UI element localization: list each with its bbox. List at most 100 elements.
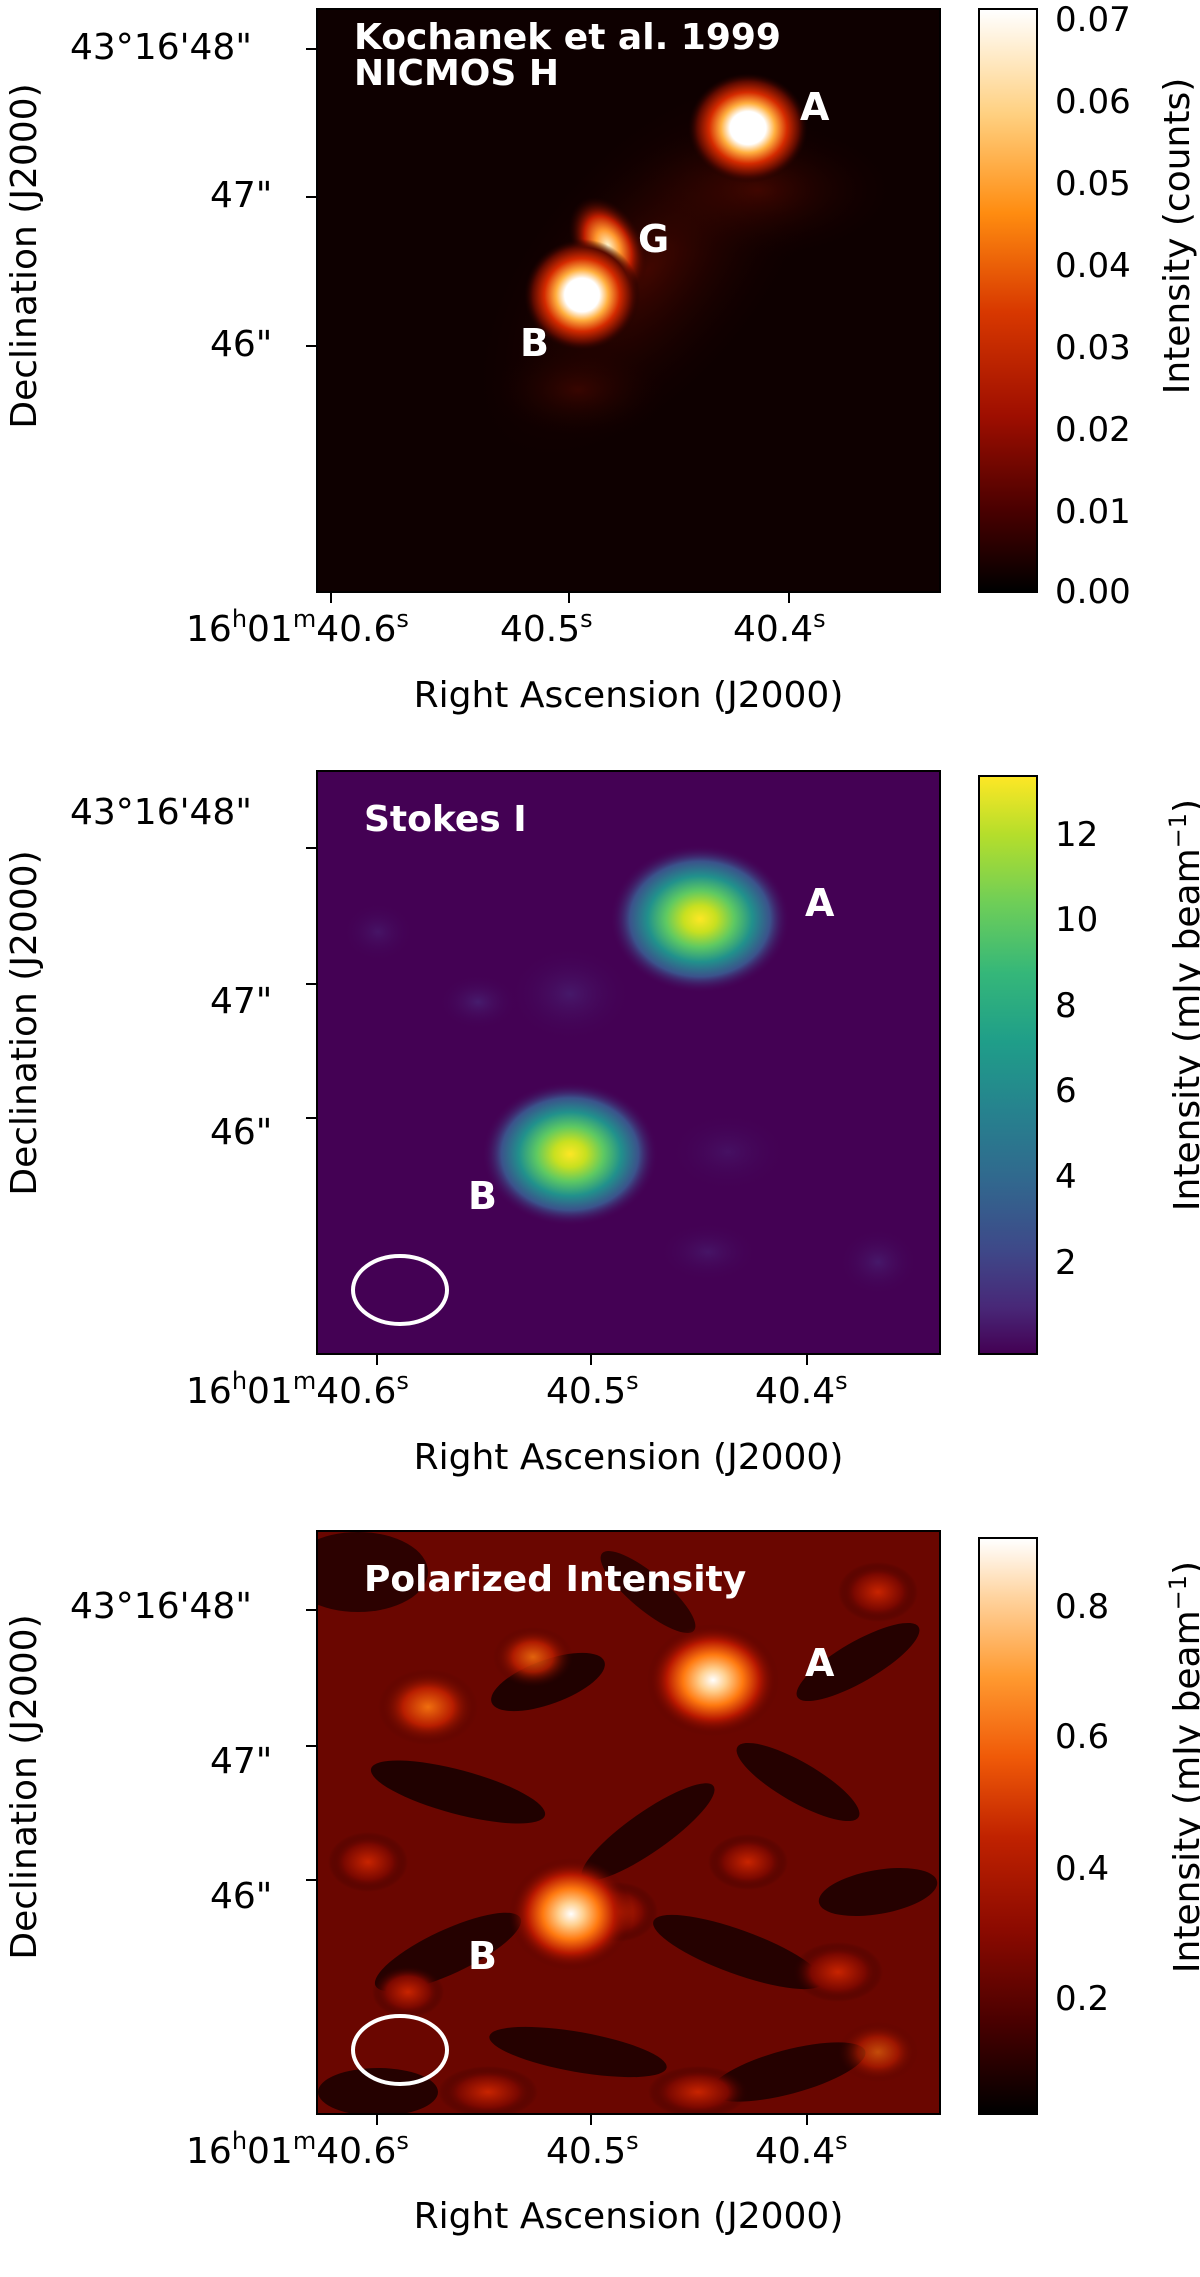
dec-tick-46: 46" [210, 1112, 273, 1153]
dec-axis-label: Declination (J2000) [4, 850, 45, 1196]
ra-tickmark [806, 2115, 808, 2125]
colorbar-label-text: Intensity (mJy beam [1167, 1610, 1200, 1974]
nicmos-image-svg [318, 10, 939, 591]
ra-tickmark [788, 593, 790, 603]
ra-tick-40-6: 16h01m40.6s [186, 1369, 409, 1412]
source-b [524, 239, 640, 351]
cb-tick: 0.8 [1055, 1587, 1110, 1627]
colorbar-mjy [978, 1537, 1038, 2115]
dec-tick-47: 47" [210, 1741, 273, 1782]
dec-axis-label: Declination (J2000) [4, 1614, 45, 1960]
colorbar-label-end: ) [1167, 1561, 1200, 1575]
cb-tick: 2 [1055, 1243, 1077, 1283]
ra-tick-40-6: 16h01m40.6s [186, 2129, 409, 2172]
ra-tickmark [376, 2115, 378, 2125]
ra-tick-40-5: 40.5s [546, 1369, 639, 1412]
ra-hours: 16 [186, 609, 232, 650]
dec-tickmark [306, 847, 316, 849]
ra-tick-label: 40.4 [755, 1371, 836, 1412]
polarized-image: Polarized Intensity A B [316, 1530, 941, 2115]
ra-tickmark [590, 2115, 592, 2125]
cb-tick: 0.00 [1055, 572, 1131, 612]
dec-tickmark [306, 983, 316, 985]
ra-tick-40-4: 40.4s [755, 1369, 848, 1412]
ra-tick-label: 40.5 [546, 1371, 627, 1412]
cb-tick: 0.6 [1055, 1717, 1110, 1757]
stokes-i-image: Stokes I A B [316, 770, 941, 1355]
ra-minute-unit: m [292, 605, 317, 633]
cb-tick: 0.2 [1055, 1979, 1110, 2019]
ra-hour-unit: h [231, 2127, 248, 2155]
ra-axis-label: Right Ascension (J2000) [413, 2196, 844, 2237]
ra-second-unit: s [835, 2127, 848, 2155]
beam-ellipse [351, 1254, 449, 1326]
ra-tickmark [330, 593, 332, 603]
label-g: G [638, 217, 670, 261]
cb-tick: 12 [1055, 815, 1099, 855]
panel-title-line2: NICMOS H [354, 53, 559, 94]
ra-second-unit: s [813, 605, 826, 633]
ra-tick-label: 40.5 [500, 609, 581, 650]
cb-tick: 4 [1055, 1157, 1077, 1197]
ra-minutes: 01 [247, 1371, 293, 1412]
source-b [509, 1858, 633, 1970]
cb-tick: 0.05 [1055, 164, 1131, 204]
ra-minute-unit: m [292, 1367, 317, 1395]
ra-hour-unit: h [231, 605, 248, 633]
cb-tick: 0.07 [1055, 0, 1131, 40]
dec-tick-48: 43°16'48" [70, 27, 252, 68]
source-a [610, 845, 790, 993]
colorbar-label-end: ) [1167, 799, 1200, 813]
panel-polarized: Declination (J2000) 43°16'48" 47" 46" [0, 1527, 1200, 2277]
ra-hour-unit: h [231, 1367, 248, 1395]
ra-tick-40-5: 40.5s [546, 2129, 639, 2172]
cb-tick: 10 [1055, 900, 1099, 940]
colorbar-label: Intensity (counts) [1157, 77, 1198, 395]
dec-tick-47: 47" [210, 981, 273, 1022]
panel-title: Polarized Intensity [364, 1559, 747, 1600]
ra-axis-label: Right Ascension (J2000) [413, 675, 844, 716]
cb-tick: 0.02 [1055, 410, 1131, 450]
dec-tick-47: 47" [210, 175, 273, 216]
ra-minutes: 01 [247, 2131, 293, 2172]
colorbar-mjy [978, 775, 1038, 1355]
ra-tick-40-5: 40.5s [500, 607, 593, 650]
label-a: A [805, 881, 835, 925]
nicmos-image: Kochanek et al. 1999 NICMOS H A G B [316, 8, 941, 593]
ra-second-unit: s [396, 605, 409, 633]
ra-minutes: 01 [247, 609, 293, 650]
colorbar-counts [978, 8, 1038, 593]
ra-axis-label: Right Ascension (J2000) [413, 1437, 844, 1478]
ra-minute-unit: m [292, 2127, 317, 2155]
ra-tickmark [376, 1355, 378, 1365]
stokes-i-image-svg [318, 772, 939, 1353]
cb-tick: 8 [1055, 986, 1077, 1026]
ra-tickmark [590, 1355, 592, 1365]
cb-tick: 0.06 [1055, 82, 1131, 122]
colorbar-label: Intensity (mJy beam−1) [1158, 695, 1200, 1315]
ra-tick-40-6: 16h01m40.6s [186, 607, 409, 650]
panel-nicmos: Declination (J2000) 43°16'48" 47" 46" [0, 0, 1200, 750]
ra-second-unit: s [580, 605, 593, 633]
ra-second-unit: s [626, 2127, 639, 2155]
ra-second-unit: s [396, 1367, 409, 1395]
label-a: A [805, 1641, 835, 1685]
ra-tick-40-4: 40.4s [755, 2129, 848, 2172]
dec-tickmark [306, 1879, 316, 1881]
ra-seconds: 40.6 [316, 609, 397, 650]
ra-hours: 16 [186, 2131, 232, 2172]
dec-tickmark [306, 1117, 316, 1119]
colorbar-label: Intensity (mJy beam−1) [1158, 1457, 1200, 2077]
ra-seconds: 40.6 [316, 2131, 397, 2172]
ra-second-unit: s [626, 1367, 639, 1395]
dec-tick-48: 43°16'48" [70, 1586, 252, 1627]
label-b: B [468, 1174, 497, 1218]
cb-tick: 0.01 [1055, 492, 1131, 532]
dec-tick-46: 46" [210, 324, 273, 365]
source-b [482, 1082, 658, 1226]
label-b: B [468, 1934, 497, 1978]
dec-tickmark [306, 1609, 316, 1611]
panel-title: Stokes I [364, 799, 527, 840]
beam-ellipse [351, 2014, 449, 2086]
panel-title-line1: Kochanek et al. 1999 [354, 17, 781, 58]
